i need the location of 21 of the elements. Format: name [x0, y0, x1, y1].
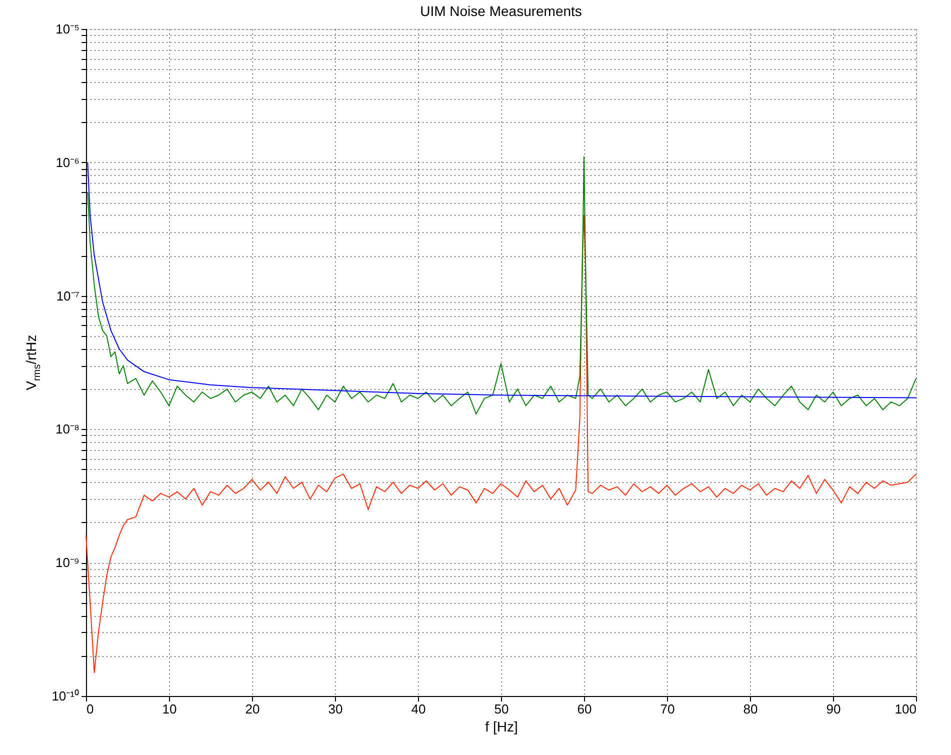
y-axis-title: Vrms/rtHz	[23, 334, 43, 390]
x-tick-label: 0	[86, 702, 94, 716]
y-tick-label: 10⁻¹⁰	[52, 688, 80, 704]
x-tick-label: 80	[743, 702, 758, 716]
y-tick-label: 10⁻⁸	[56, 422, 80, 437]
x-tick-label: 50	[494, 702, 509, 716]
y-tick-label: 10⁻⁶	[56, 154, 80, 170]
y-tick-label: 10⁻⁹	[55, 555, 80, 570]
x-tick-label: 90	[826, 702, 841, 716]
y-tick-label: 10⁻⁵	[56, 22, 80, 36]
line-series	[86, 214, 916, 674]
x-tick-label: 60	[577, 702, 592, 716]
x-tick-label: 30	[328, 702, 343, 716]
x-tick-label: 40	[411, 702, 426, 716]
x-axis-title: f [Hz]	[485, 718, 518, 734]
x-tick-label: 10	[162, 702, 177, 716]
x-tick-label: 20	[245, 702, 260, 716]
y-tick-label: 10⁻⁷	[56, 288, 80, 304]
x-tick-label: 100	[894, 702, 916, 716]
chart-title: UIM Noise Measurements	[420, 3, 582, 19]
x-tick-label: 70	[660, 702, 675, 716]
